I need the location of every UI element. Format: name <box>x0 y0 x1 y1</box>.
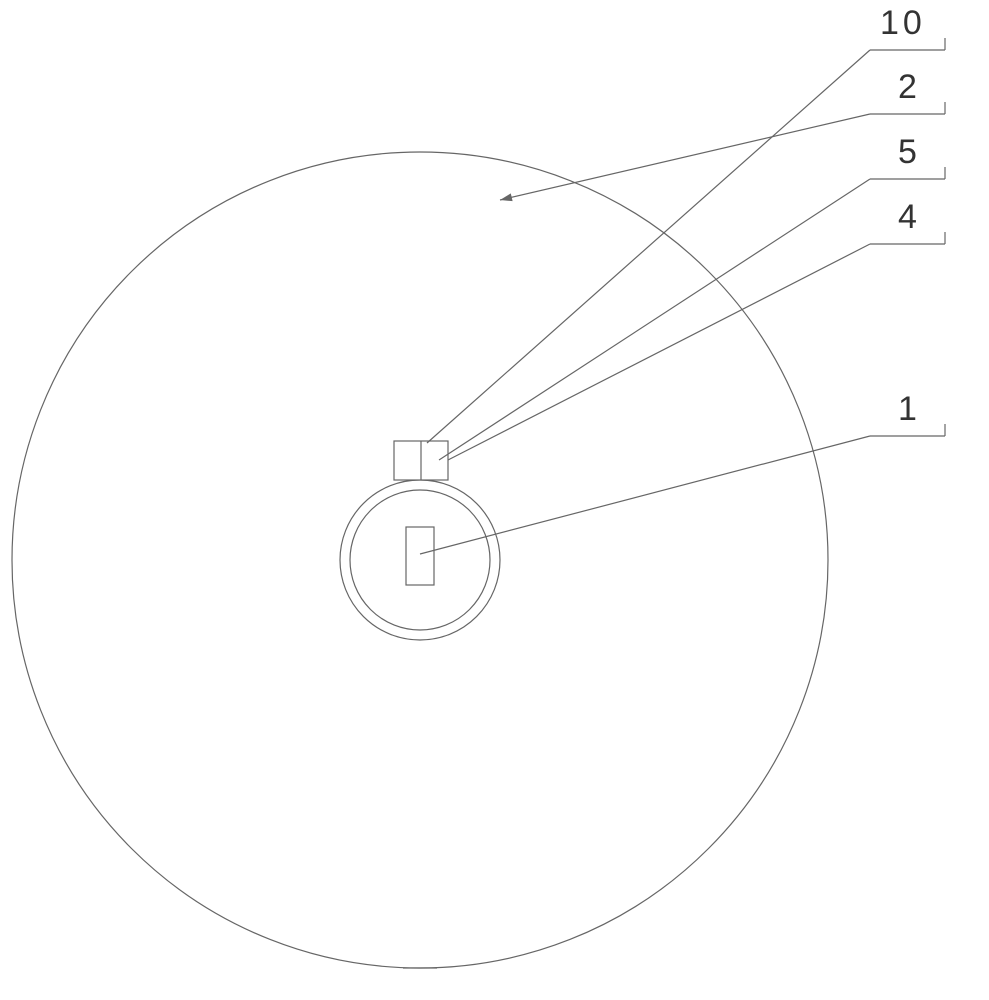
callout-label-5: 5 <box>898 133 921 172</box>
callout-label-1: 1 <box>898 390 921 429</box>
callout-label-10: 10 <box>880 4 926 43</box>
technical-diagram <box>0 0 989 1000</box>
callout-label-2: 2 <box>898 68 921 107</box>
callout-label-4: 4 <box>898 198 921 237</box>
